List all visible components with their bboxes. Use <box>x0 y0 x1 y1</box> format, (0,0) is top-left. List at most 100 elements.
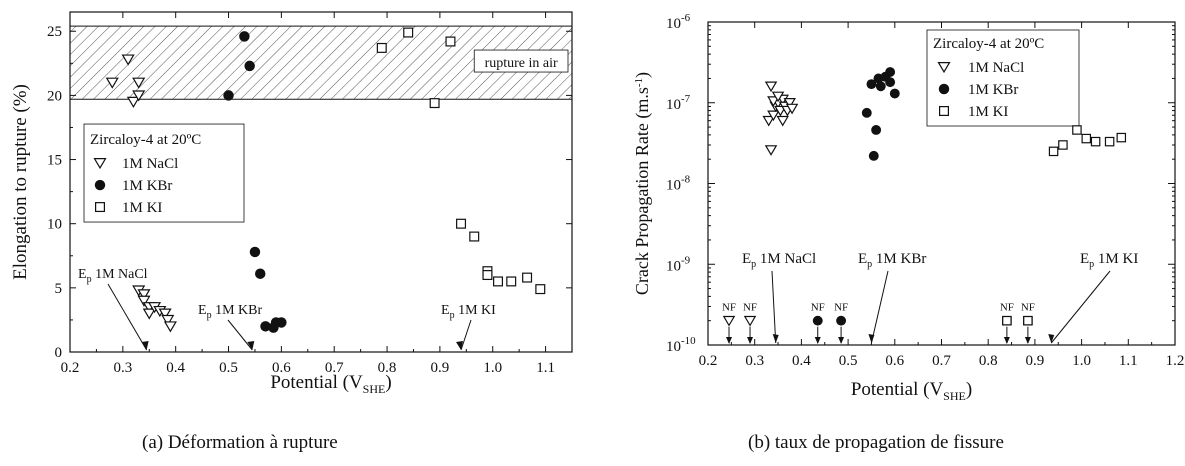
ep-arrow <box>870 270 889 344</box>
nf-marker <box>743 315 757 327</box>
legend-marker <box>939 105 950 116</box>
ep-arrow <box>107 283 148 351</box>
data-point <box>126 96 140 108</box>
data-point <box>132 77 146 89</box>
nf-arrowhead <box>1003 337 1010 344</box>
data-point <box>1104 136 1115 147</box>
nf-label: NF <box>722 302 736 314</box>
data-point <box>132 90 146 102</box>
y-axis-label: Crack Propagation Rate (m.s-1) <box>632 72 653 295</box>
legend-label: 1M NaCl <box>968 60 1024 76</box>
data-point <box>137 295 151 307</box>
y-tick-label: 10-8 <box>666 174 691 194</box>
data-point <box>249 246 261 258</box>
y-tick-label: 10-9 <box>666 254 691 274</box>
ep-annotation: Ep 1M KBr <box>858 251 926 270</box>
nf-arrowhead <box>747 337 754 344</box>
data-point <box>1090 136 1101 147</box>
data-point <box>376 42 387 53</box>
x-axis-label: Potential (VSHE) <box>851 379 972 403</box>
data-point <box>836 315 847 326</box>
data-point <box>223 90 234 101</box>
x-tick-label: 0.9 <box>431 360 450 376</box>
nf-label: NF <box>811 302 825 314</box>
legend-label: 1M KBr <box>122 178 172 194</box>
data-point <box>1048 146 1059 157</box>
crack-rate-chart: 0.2 0.3 0.4 0.5 0.6 0.7 0.8 0.9 1.0 1.1 1.2 10-10 10… <box>632 12 1185 403</box>
x-tick-label: 0.3 <box>745 353 764 369</box>
data-point <box>1081 133 1092 144</box>
data-point <box>812 315 823 326</box>
data-point <box>482 270 493 281</box>
x-tick-label: 0.8 <box>378 360 397 376</box>
chart-panel-b: 0.2 0.3 0.4 0.5 0.6 0.7 0.8 0.9 1.0 1.1 1.2 10-10 10… <box>590 0 1185 466</box>
data-point <box>866 79 877 90</box>
data-point <box>469 231 480 242</box>
series-0 <box>762 81 799 156</box>
data-point <box>456 218 467 229</box>
caption-a: (a) Déformation à rupture <box>142 432 338 453</box>
x-tick-label: 0.7 <box>932 353 951 369</box>
legend: Zircaloy-4 at 20ºC 1M NaCl 1M KBr 1M KI <box>926 29 1080 127</box>
data-point <box>885 67 896 77</box>
x-tick-label: 0.2 <box>61 360 80 376</box>
data-point <box>506 276 517 287</box>
legend-box <box>926 29 1080 127</box>
data-point <box>142 308 156 320</box>
series-1 <box>812 67 900 326</box>
ep-arrow <box>227 319 253 351</box>
elongation-chart: rupture in air 0.2 0.3 0.4 0.5 0.6 0.7 0.8 0.9 1.… <box>10 11 573 396</box>
nf-marker <box>1002 315 1012 326</box>
ep-arrowhead <box>141 341 149 350</box>
y-axis-label: Elongation to rupture (%) <box>10 84 31 280</box>
series-2 <box>376 27 546 295</box>
data-point <box>105 77 119 89</box>
nf-arrowhead <box>838 337 845 344</box>
x-tick-label: 0.4 <box>792 353 811 369</box>
ep-arrowhead <box>868 334 875 343</box>
ep-annotation: Ep 1M KI <box>441 303 496 321</box>
legend-title: Zircaloy-4 at 20ºC <box>90 132 201 148</box>
legend-marker <box>94 179 106 191</box>
series-1 <box>223 31 287 333</box>
y-tick-label: 10-10 <box>666 335 696 355</box>
data-point <box>776 115 789 127</box>
ep-arrow <box>1050 270 1111 344</box>
y-tick-label: 15 <box>47 153 62 169</box>
ep-arrowhead <box>456 341 464 350</box>
data-point <box>885 77 896 88</box>
nf-label: NF <box>743 302 757 314</box>
nf-marker <box>722 315 736 327</box>
nf-label: NF <box>834 302 848 314</box>
data-point <box>771 91 785 103</box>
legend: Zircaloy-4 at 20ºC 1M NaCl 1M KBr 1M KI <box>83 123 245 223</box>
data-point <box>429 98 440 109</box>
band-label: rupture in air <box>485 56 558 71</box>
nf-arrowhead <box>814 337 821 344</box>
nf-arrowhead <box>1024 337 1031 344</box>
data-point <box>1072 125 1082 135</box>
x-tick-label: 1.2 <box>1166 353 1185 369</box>
x-tick-label: 0.6 <box>272 360 291 376</box>
x-axis-label: Potential (VSHE) <box>270 372 391 396</box>
x-tick-label: 0.2 <box>699 353 718 369</box>
x-tick-label: 1.0 <box>483 360 502 376</box>
data-point <box>276 317 287 328</box>
ep-arrowhead <box>1048 334 1055 343</box>
band-label-box <box>473 49 569 73</box>
legend-title: Zircaloy-4 at 20ºC <box>933 36 1044 52</box>
ep-arrow <box>771 270 777 344</box>
y-tick-label: 25 <box>47 24 62 40</box>
x-tick-label: 0.8 <box>979 353 998 369</box>
nf-marker <box>1023 315 1033 326</box>
data-point <box>764 145 778 156</box>
x-tick-label: 0.5 <box>219 360 238 376</box>
x-tick-label: 0.9 <box>1026 353 1045 369</box>
data-point <box>137 289 151 301</box>
data-point <box>493 276 504 287</box>
data-point <box>762 115 775 127</box>
ep-arrowhead <box>247 341 255 350</box>
series-0 <box>105 54 177 333</box>
data-point <box>403 27 414 38</box>
legend-marker <box>94 202 105 213</box>
